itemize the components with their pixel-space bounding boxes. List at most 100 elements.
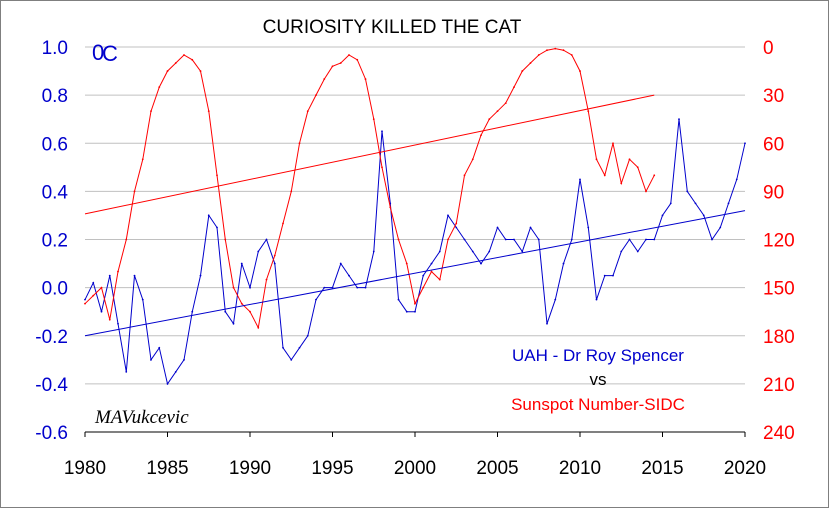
- uah-point: [587, 226, 590, 229]
- sunspot-number-line: [84, 48, 655, 330]
- uah-point: [562, 262, 565, 265]
- sunspot-point: [183, 54, 185, 56]
- uah-point: [595, 298, 598, 301]
- uah-point: [603, 274, 606, 277]
- uah-point: [290, 358, 293, 361]
- right-tick-label: 30: [763, 86, 784, 107]
- sunspot-trend-line: [84, 94, 655, 215]
- sunspot-point: [513, 86, 515, 89]
- right-tick-label: 210: [763, 375, 795, 396]
- sunspot-point: [249, 310, 251, 313]
- uah-point: [216, 226, 218, 229]
- uah-point: [546, 322, 548, 325]
- uah-point: [504, 238, 507, 241]
- sunspot-point: [562, 49, 565, 52]
- uah-point: [653, 238, 656, 241]
- sunspot-point: [92, 294, 95, 297]
- sunspot-point: [521, 70, 524, 72]
- sunspot-point: [323, 78, 326, 80]
- uah-point: [529, 226, 532, 229]
- sunspot-point: [447, 238, 449, 241]
- uah-point: [166, 382, 169, 385]
- uah-point: [686, 190, 689, 193]
- sunspot-point: [298, 142, 301, 145]
- uah-point: [348, 274, 350, 277]
- uah-point: [92, 281, 95, 284]
- left-tick-label: 0.6: [42, 134, 68, 155]
- x-tick-label: 1995: [311, 458, 353, 479]
- sunspot-point: [125, 238, 128, 241]
- sunspot-point: [381, 166, 383, 169]
- legend: UAH - Dr Roy Spencer vs Sunspot Number-S…: [511, 346, 685, 414]
- uah-point: [207, 214, 210, 217]
- sunspot-point: [191, 58, 194, 61]
- sunspot-point: [372, 118, 375, 121]
- uah-point: [315, 298, 317, 301]
- uah-point: [496, 226, 499, 229]
- uah-point: [471, 250, 474, 253]
- uah-point: [273, 262, 276, 265]
- uah-point: [240, 262, 243, 265]
- sunspot-point: [224, 238, 227, 241]
- uah-point: [100, 310, 103, 313]
- sunspot-point: [612, 142, 614, 145]
- x-tick-label: 1980: [64, 458, 106, 479]
- right-tick-label: 150: [763, 279, 795, 300]
- sunspot-point: [595, 158, 598, 161]
- sunspot-point: [100, 286, 103, 289]
- uah-point: [719, 226, 722, 229]
- right-tick-label: 0: [763, 38, 774, 59]
- uah-point: [612, 274, 614, 277]
- uah-point: [150, 358, 152, 361]
- uah-point: [447, 214, 449, 217]
- sunspot-point: [331, 65, 334, 68]
- uah-point: [265, 238, 268, 241]
- uah-point: [249, 286, 251, 289]
- sunspot-point: [174, 62, 177, 64]
- uah-point: [174, 370, 177, 373]
- left-tick-label: 0.0: [42, 279, 68, 300]
- left-axis-unit: 0 C: [92, 40, 118, 66]
- uah-point: [678, 118, 680, 121]
- sunspot-point: [150, 110, 152, 113]
- right-tick-label: 180: [763, 327, 795, 348]
- sunspot-point: [117, 270, 119, 273]
- uah-trend-line: [84, 210, 746, 337]
- x-tick-label: 2005: [476, 458, 518, 479]
- left-tick-label: 0.2: [42, 231, 68, 252]
- sunspot-point: [315, 94, 317, 97]
- sunspot-point: [653, 174, 656, 177]
- unit-superscript: 0: [92, 40, 104, 65]
- legend-sunspot-label: Sunspot Number-SIDC: [511, 395, 685, 414]
- sunspot-point: [166, 70, 169, 72]
- uah-point: [636, 250, 639, 253]
- sunspot-point: [306, 110, 309, 113]
- sunspot-point: [290, 190, 293, 193]
- uah-point: [570, 238, 573, 241]
- x-tick-label: 1985: [146, 458, 188, 479]
- uah-point: [480, 262, 482, 265]
- uah-point: [438, 250, 441, 253]
- x-tick-label: 2000: [394, 458, 436, 479]
- sunspot-point: [546, 49, 548, 52]
- sunspot-point: [339, 62, 342, 64]
- sunspot-point: [645, 190, 647, 193]
- right-tick-label: 240: [763, 423, 795, 444]
- left-tick-label: -0.4: [35, 375, 68, 396]
- sunspot-point: [273, 254, 276, 257]
- left-tick-label: -0.6: [35, 423, 68, 444]
- uah-point: [117, 322, 119, 325]
- legend-temperature-label: UAH - Dr Roy Spencer: [512, 346, 684, 365]
- left-axis-ticks: 1.0 0.8 0.6 0.4 0.2 0.0 -0.2 -0.4 -0.6: [35, 38, 68, 444]
- uah-point: [405, 310, 408, 313]
- sunspot-point: [636, 166, 639, 169]
- sunspot-point: [240, 302, 243, 305]
- sunspot-point: [471, 158, 474, 161]
- uah-point: [702, 214, 705, 217]
- sunspot-point: [554, 47, 557, 50]
- sunspot-point: [232, 286, 235, 289]
- sunspot-point: [364, 78, 367, 80]
- sunspot-point: [463, 174, 466, 177]
- uah-point: [108, 274, 111, 277]
